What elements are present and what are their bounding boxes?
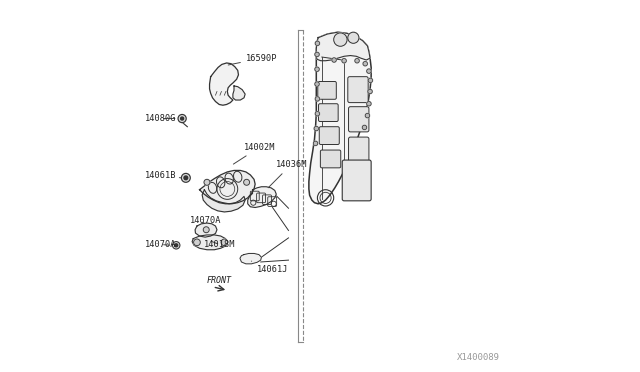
Text: 14036M: 14036M	[268, 160, 307, 188]
Circle shape	[315, 97, 319, 101]
Polygon shape	[233, 86, 245, 100]
Text: FRONT: FRONT	[207, 276, 232, 285]
Circle shape	[363, 61, 367, 66]
Text: X1400089: X1400089	[457, 353, 500, 362]
Circle shape	[194, 239, 200, 246]
FancyBboxPatch shape	[349, 137, 369, 162]
Text: 14070A: 14070A	[145, 240, 177, 249]
Circle shape	[315, 112, 319, 116]
Circle shape	[333, 33, 347, 46]
Circle shape	[315, 52, 319, 57]
Circle shape	[315, 67, 319, 71]
Circle shape	[173, 241, 180, 249]
Circle shape	[204, 179, 210, 185]
Polygon shape	[195, 223, 217, 237]
Polygon shape	[200, 170, 255, 204]
FancyBboxPatch shape	[348, 77, 368, 103]
Polygon shape	[209, 63, 239, 105]
Text: 16590P: 16590P	[228, 54, 277, 65]
Circle shape	[244, 179, 250, 185]
Text: 14018M: 14018M	[204, 240, 236, 249]
Circle shape	[315, 82, 319, 86]
Text: 14061J: 14061J	[252, 261, 289, 274]
Text: 14061B: 14061B	[145, 171, 181, 180]
Circle shape	[368, 78, 372, 83]
Circle shape	[184, 176, 188, 180]
FancyBboxPatch shape	[321, 150, 340, 168]
Circle shape	[342, 58, 346, 63]
Circle shape	[367, 102, 371, 106]
Circle shape	[221, 239, 228, 246]
Circle shape	[180, 117, 184, 120]
Circle shape	[355, 58, 359, 63]
FancyBboxPatch shape	[319, 127, 339, 144]
FancyBboxPatch shape	[342, 160, 371, 201]
Text: 14070A: 14070A	[189, 216, 221, 225]
Circle shape	[365, 113, 370, 118]
Polygon shape	[240, 253, 262, 264]
Circle shape	[362, 125, 367, 130]
Text: 14080G: 14080G	[145, 114, 177, 123]
FancyBboxPatch shape	[346, 167, 365, 190]
Circle shape	[314, 126, 319, 131]
Polygon shape	[202, 190, 245, 212]
Circle shape	[178, 115, 186, 123]
Polygon shape	[192, 235, 227, 250]
Polygon shape	[248, 187, 276, 208]
Circle shape	[204, 227, 209, 233]
FancyBboxPatch shape	[319, 104, 338, 122]
Text: 14002M: 14002M	[234, 142, 276, 164]
FancyBboxPatch shape	[318, 81, 336, 99]
Polygon shape	[316, 32, 370, 61]
Polygon shape	[309, 32, 371, 204]
Circle shape	[175, 244, 178, 247]
FancyBboxPatch shape	[349, 107, 369, 132]
Circle shape	[332, 58, 336, 62]
Circle shape	[367, 69, 371, 73]
Circle shape	[181, 173, 190, 182]
Circle shape	[348, 32, 359, 43]
Circle shape	[314, 141, 318, 145]
Circle shape	[315, 41, 319, 45]
Circle shape	[368, 89, 372, 94]
